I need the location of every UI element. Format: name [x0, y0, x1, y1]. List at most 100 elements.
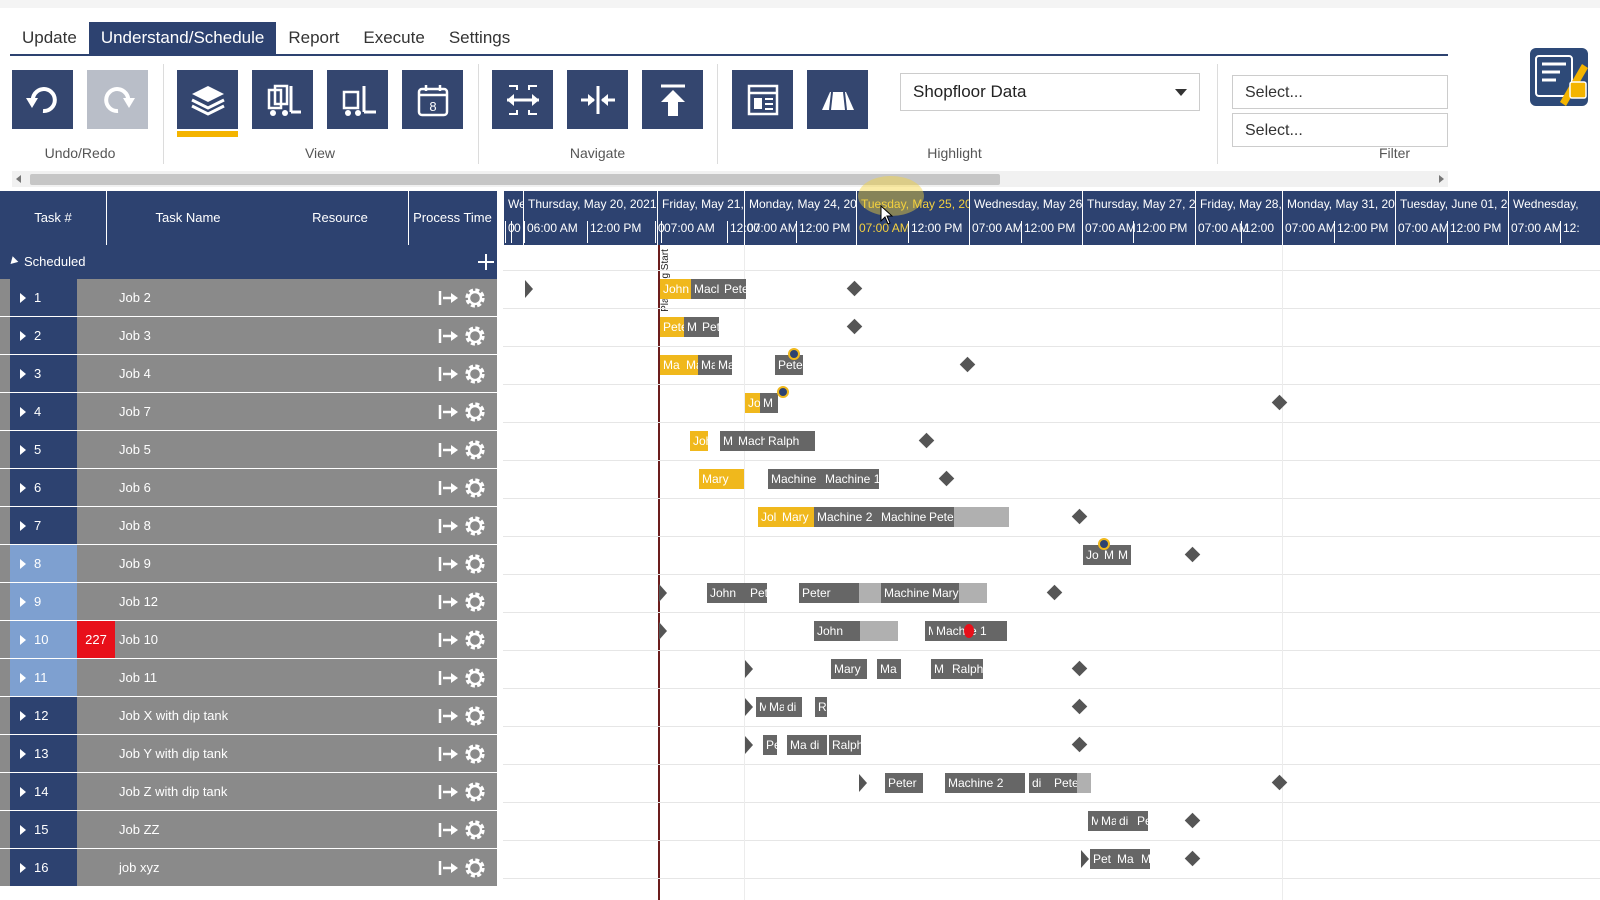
operation-bar[interactable]: John	[814, 621, 860, 641]
expand-row-icon[interactable]	[10, 431, 30, 468]
operation-bar[interactable]: Ralph	[949, 659, 983, 679]
indent-arrow-icon[interactable]	[438, 593, 460, 611]
gear-icon[interactable]	[464, 705, 486, 727]
due-date-diamond[interactable]	[918, 432, 935, 449]
collapse-icon[interactable]	[7, 256, 19, 267]
due-date-diamond[interactable]	[1271, 774, 1288, 791]
operation-bar[interactable]: Ma	[698, 355, 715, 375]
gear-icon[interactable]	[464, 325, 486, 347]
operation-bar[interactable]: M	[756, 697, 766, 717]
gear-icon[interactable]	[464, 667, 486, 689]
release-flag-icon[interactable]	[525, 280, 533, 298]
scroll-left-icon[interactable]	[16, 175, 21, 183]
operation-bar[interactable]: M	[760, 393, 778, 413]
column-header-task-name[interactable]: Task Name	[155, 210, 221, 225]
setup-bar[interactable]: Mary	[779, 507, 814, 527]
operation-bar[interactable]: Ralph	[829, 735, 861, 755]
table-row[interactable]: 13 Job Y with dip tank	[0, 735, 497, 773]
gear-icon[interactable]	[464, 515, 486, 537]
setup-bar[interactable]: Mary	[699, 469, 744, 489]
gear-icon[interactable]	[464, 439, 486, 461]
due-date-diamond[interactable]	[1184, 812, 1201, 829]
operation-bar[interactable]: Machine 2	[814, 507, 878, 527]
operation-bar[interactable]: Mary	[831, 659, 867, 679]
due-date-diamond[interactable]	[846, 280, 863, 297]
gear-icon[interactable]	[464, 629, 486, 651]
table-row[interactable]: 1 Job 2	[0, 279, 497, 317]
expand-row-icon[interactable]	[10, 735, 30, 772]
table-row[interactable]: 10 227 Job 10	[0, 621, 497, 659]
column-header-task-number[interactable]: Task #	[34, 210, 72, 225]
due-date-diamond[interactable]	[1071, 660, 1088, 677]
operation-bar[interactable]: Peter	[799, 583, 859, 603]
operation-bar[interactable]: M	[1101, 545, 1115, 565]
indent-arrow-icon[interactable]	[438, 365, 460, 383]
table-row[interactable]: 16 job xyz	[0, 849, 497, 887]
operation-bar[interactable]: Ma	[766, 697, 784, 717]
expand-row-icon[interactable]	[10, 393, 30, 430]
indent-arrow-icon[interactable]	[438, 821, 460, 839]
table-row[interactable]: 14 Job Z with dip tank	[0, 773, 497, 811]
operation-bar[interactable]: Pet	[1090, 849, 1114, 869]
indent-arrow-icon[interactable]	[438, 745, 460, 763]
expand-row-icon[interactable]	[10, 697, 30, 734]
shopfloor-data-icon[interactable]	[1098, 538, 1110, 550]
due-date-diamond[interactable]	[1071, 698, 1088, 715]
scroll-to-top-button[interactable]	[642, 70, 703, 129]
release-flag-icon[interactable]	[745, 698, 753, 716]
scheduled-group-row[interactable]: Scheduled	[0, 245, 497, 279]
due-date-diamond[interactable]	[938, 470, 955, 487]
horizontal-scrollbar[interactable]	[12, 171, 1448, 187]
table-row[interactable]: 4 Job 7	[0, 393, 497, 431]
table-row[interactable]: 8 Job 9	[0, 545, 497, 583]
expand-row-icon[interactable]	[10, 317, 30, 354]
resources-view-button[interactable]	[252, 70, 313, 129]
table-row[interactable]: 6 Job 6	[0, 469, 497, 507]
dip-tank-view-button[interactable]	[807, 70, 868, 129]
operation-bar[interactable]: Pete	[775, 355, 803, 375]
operation-bar[interactable]: Machine 2	[945, 773, 1025, 793]
operation-bar[interactable]: Ma	[877, 659, 901, 679]
remaining-bar[interactable]	[860, 621, 898, 641]
expand-row-icon[interactable]	[10, 279, 30, 316]
setup-bar[interactable]: John	[660, 279, 691, 299]
due-date-diamond[interactable]	[1071, 508, 1088, 525]
forklift-view-button[interactable]	[327, 70, 388, 129]
release-flag-icon[interactable]	[745, 660, 753, 678]
operation-bar[interactable]: Mach	[933, 621, 967, 641]
expand-row-icon[interactable]	[10, 659, 30, 696]
gear-icon[interactable]	[464, 477, 486, 499]
indent-arrow-icon[interactable]	[438, 707, 460, 725]
due-date-diamond[interactable]	[1184, 850, 1201, 867]
operation-bar[interactable]: Pe	[1134, 811, 1148, 831]
operation-bar[interactable]: Ralph	[765, 431, 815, 451]
undo-button[interactable]	[12, 70, 73, 129]
expand-row-icon[interactable]	[10, 773, 30, 810]
highlight-dropdown[interactable]: Shopfloor Data	[900, 73, 1200, 111]
operation-bar[interactable]: Ma	[1098, 811, 1116, 831]
release-flag-icon[interactable]	[659, 622, 667, 640]
due-date-diamond[interactable]	[1071, 736, 1088, 753]
gear-icon[interactable]	[464, 553, 486, 575]
indent-arrow-icon[interactable]	[438, 669, 460, 687]
remaining-bar[interactable]	[1077, 773, 1091, 793]
layers-view-button[interactable]	[177, 70, 238, 137]
indent-arrow-icon[interactable]	[438, 555, 460, 573]
due-date-diamond[interactable]	[1271, 394, 1288, 411]
due-date-diamond[interactable]	[959, 356, 976, 373]
scrollbar-thumb[interactable]	[30, 174, 1000, 185]
operation-bar[interactable]: M	[925, 621, 933, 641]
menu-tab-report[interactable]: Report	[288, 28, 340, 47]
filter-select-1[interactable]: Select...	[1232, 75, 1448, 109]
indent-arrow-icon[interactable]	[438, 517, 460, 535]
gear-icon[interactable]	[464, 401, 486, 423]
operation-bar[interactable]: Peter	[885, 773, 923, 793]
due-date-diamond[interactable]	[1184, 546, 1201, 563]
redo-button[interactable]	[87, 70, 148, 129]
operation-bar[interactable]: M	[1088, 811, 1098, 831]
compress-timeline-button[interactable]	[567, 70, 628, 129]
filter-select-2[interactable]: Select...	[1232, 113, 1448, 147]
menu-tab-update[interactable]: Update	[22, 28, 77, 47]
indent-arrow-icon[interactable]	[438, 479, 460, 497]
setup-bar[interactable]: Jol	[758, 507, 785, 527]
